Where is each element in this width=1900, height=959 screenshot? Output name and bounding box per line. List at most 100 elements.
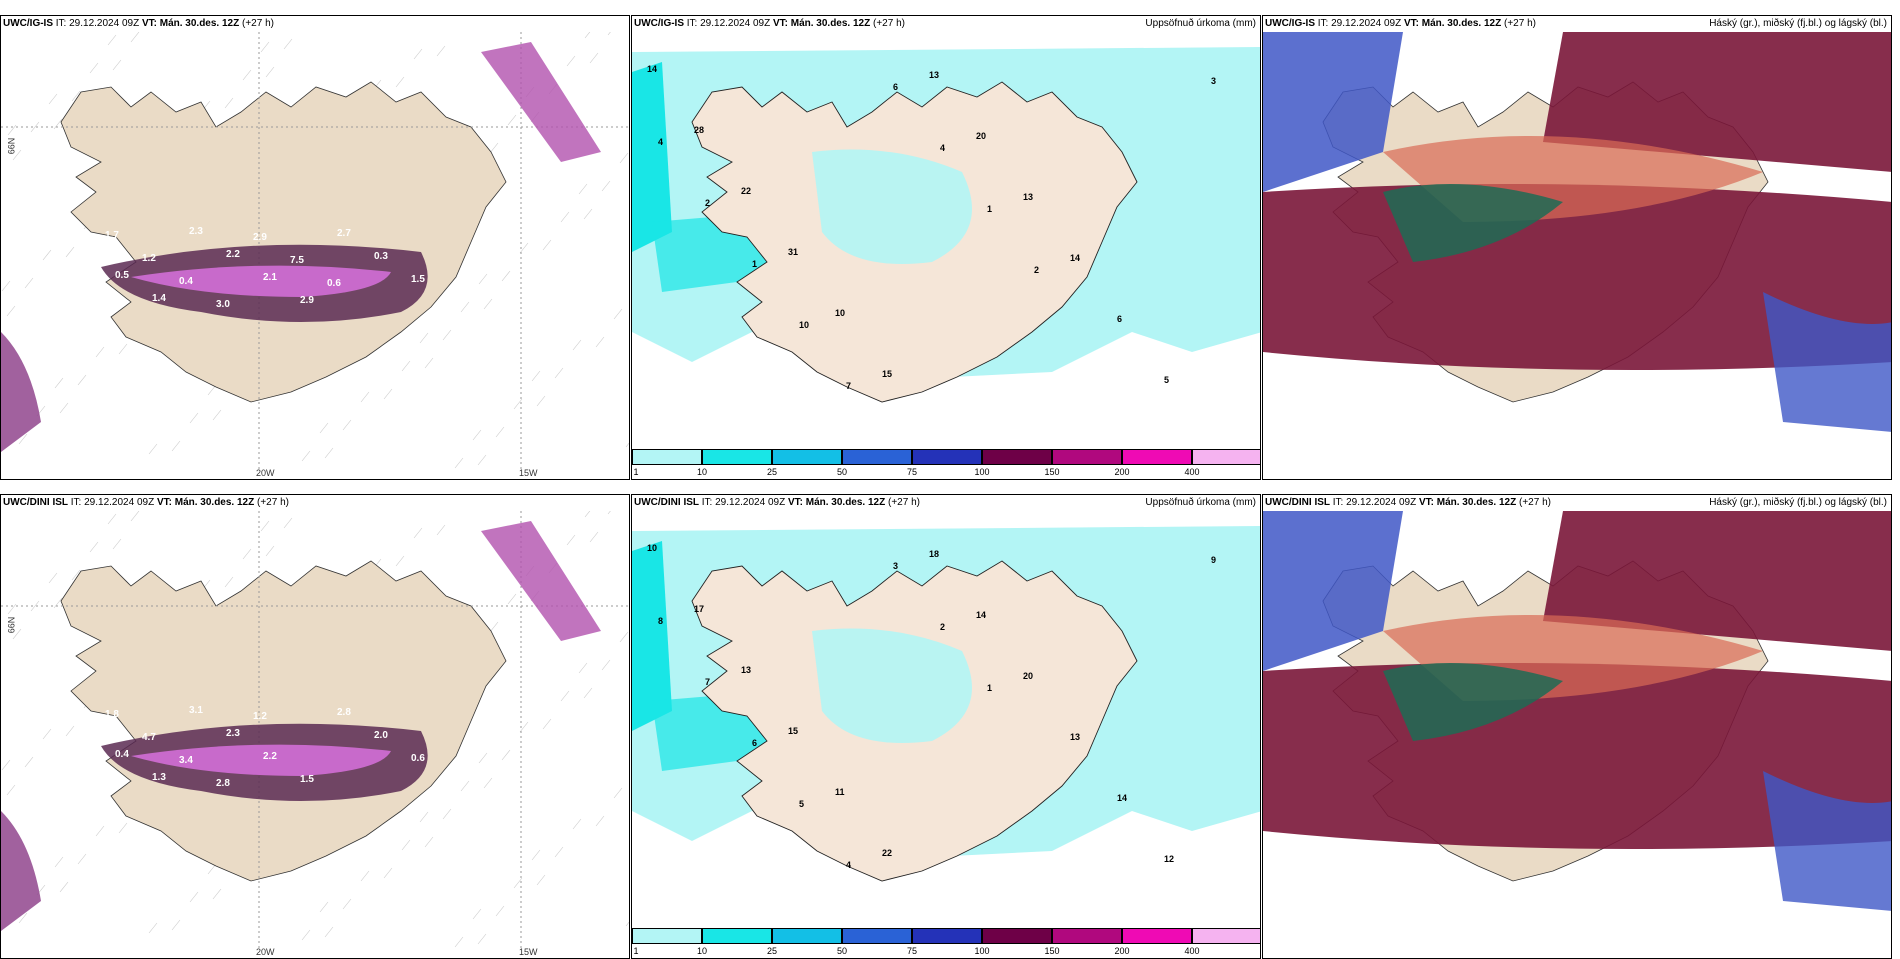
snow-depth-label: 1.4 (152, 293, 166, 304)
precip-value-label: 4 (846, 860, 851, 870)
snow-depth-label: 2.2 (226, 249, 240, 260)
precip-value-label: 22 (882, 848, 892, 858)
precip-value-label: 5 (799, 799, 804, 809)
precip-value-label: 20 (976, 131, 986, 141)
snow-depth-label: 1.8 (105, 709, 119, 720)
snow-depth-label: 3.5 (68, 776, 82, 787)
colorbar-segment (1052, 449, 1122, 465)
snow-depth-label: 2.8 (216, 778, 230, 789)
snow-depth-label: 0.5 (78, 726, 92, 737)
snow-depth-label: 0.4 (78, 247, 92, 258)
lon-label-15w: 15W (519, 468, 538, 478)
precip-value-label: 8 (658, 616, 663, 626)
precip-value-label: 15 (882, 369, 892, 379)
snow-depth-label: 1.5 (411, 274, 425, 285)
colorbar: 1 10 25 50 75 100 150 200 400 (632, 449, 1260, 479)
precip-value-label: 1 (987, 683, 992, 693)
precip-value-label: 2 (1034, 265, 1039, 275)
snow-depth-label: 2.1 (263, 272, 277, 283)
iceland-landmass (60, 81, 507, 403)
panel-right-title: Háský (gr.), miðský (fj.bl.) og lágský (… (1709, 497, 1887, 508)
precip-value-label: 13 (741, 665, 751, 675)
snow-depth-label: 0.8 (68, 297, 82, 308)
colorbar-tick: 10 (696, 467, 708, 477)
colorbar-segment (842, 928, 912, 944)
panel-header: UWC/IG-IS IT: 29.12.2024 09Z VT: Mán. 30… (3, 18, 274, 29)
precip-value-label: 14 (647, 64, 657, 74)
snow-depth-label: 0.6 (327, 278, 341, 289)
snow-depth-label: 2.9 (300, 295, 314, 306)
panel-precip-dini: UWC/DINI ISL IT: 29.12.2024 09Z VT: Mán.… (631, 494, 1261, 959)
snow-depth-label: 1.5 (300, 774, 314, 785)
precip-value-label: 13 (1023, 192, 1033, 202)
colorbar-segment (912, 449, 982, 465)
cloud-map (1263, 511, 1891, 958)
snow-depth-label: 2.3 (189, 226, 203, 237)
precip-value-label: 4 (940, 143, 945, 153)
snow-depth-label: 2.2 (263, 751, 277, 762)
precip-value-label: 10 (799, 320, 809, 330)
colorbar-segment (702, 928, 772, 944)
snow-depth-label: 2.3 (226, 728, 240, 739)
precip-value-label: 15 (788, 726, 798, 736)
snow-depth-label: 0.4 (179, 276, 193, 287)
colorbar-tick: 50 (836, 946, 848, 956)
snow-depth-label: 3.1 (189, 705, 203, 716)
iceland-landmass (60, 560, 507, 882)
precip-value-label: 17 (694, 604, 704, 614)
snow-map: 0.7 0.5 0.4 1.3 3.1 2.3 2.2 1.5 2.8 2.0 0.6 3.5 1.8 4… (1, 511, 629, 958)
panel-cloud-dini: UWC/DINI ISL IT: 29.12.2024 09Z VT: Mán.… (1262, 494, 1892, 959)
lon-label-15w: 15W (519, 947, 538, 957)
snow-depth-label: 2.0 (374, 730, 388, 741)
precip-value-label: 2 (705, 198, 710, 208)
snow-depth-label: 3.4 (179, 755, 193, 766)
precip-value-label: 6 (1117, 314, 1122, 324)
colorbar-tick: 200 (1114, 946, 1130, 956)
colorbar-tick: 25 (766, 467, 778, 477)
snow-depth-label: 0.3 (374, 251, 388, 262)
precip-value-label: 14 (1070, 253, 1080, 263)
panel-header: UWC/IG-IS IT: 29.12.2024 09Z VT: Mán. 30… (1265, 18, 1536, 29)
lat-label: 66N (6, 137, 17, 155)
colorbar-segment (632, 449, 702, 465)
colorbar-tick: 200 (1114, 467, 1130, 477)
precip-value-label: 28 (694, 125, 704, 135)
snow-depth-label: 1.2 (253, 711, 267, 722)
precip-value-label: 1 (987, 204, 992, 214)
precip-value-label: 10 (647, 543, 657, 553)
snow-depth-label: 1.7 (105, 230, 119, 241)
colorbar-tick: 10 (696, 946, 708, 956)
colorbar: 1 10 25 50 75 100 150 200 400 (632, 928, 1260, 958)
snow-depth-label: 0.4 (115, 749, 129, 760)
snow-depth-label: 2.7 (337, 228, 351, 239)
colorbar-tick: 100 (974, 467, 990, 477)
precip-value-label: 10 (835, 308, 845, 318)
precip-map: 10 17 13 15 11 22 18 14 20 13 14 12 9 8 7 6 5 4 3 2 1 (632, 511, 1260, 931)
colorbar-tick: 25 (766, 946, 778, 956)
snow-depth-label: 0.7 (41, 703, 55, 714)
snow-depth-label: 7.5 (290, 255, 304, 266)
panel-header: UWC/DINI ISL IT: 29.12.2024 09Z VT: Mán.… (3, 497, 289, 508)
colorbar-segment (982, 928, 1052, 944)
lon-label-20w: 20W (256, 468, 275, 478)
panel-header: UWC/DINI ISL IT: 29.12.2024 09Z VT: Mán.… (634, 497, 920, 508)
panel-precip-ig: UWC/IG-IS IT: 29.12.2024 09Z VT: Mán. 30… (631, 15, 1261, 480)
colorbar-tick: 400 (1184, 467, 1200, 477)
colorbar-segment (1192, 928, 1260, 944)
colorbar-segment (632, 928, 702, 944)
snow-depth-label: 0.5 (115, 270, 129, 281)
precip-value-label: 12 (1164, 854, 1174, 864)
precip-value-label: 3 (893, 561, 898, 571)
colorbar-segment (1122, 449, 1192, 465)
precip-value-label: 14 (976, 610, 986, 620)
lon-label-20w: 20W (256, 947, 275, 957)
colorbar-segment (842, 449, 912, 465)
colorbar-segment (702, 449, 772, 465)
precip-value-label: 7 (705, 677, 710, 687)
precip-value-label: 14 (1117, 793, 1127, 803)
precip-value-label: 9 (1211, 555, 1216, 565)
precip-value-label: 6 (893, 82, 898, 92)
panel-snow-ig: UWC/IG-IS IT: 29.12.2024 09Z VT: Mán. 30… (0, 15, 630, 480)
mid-cloud-field (1383, 663, 1563, 741)
colorbar-segment (772, 449, 842, 465)
